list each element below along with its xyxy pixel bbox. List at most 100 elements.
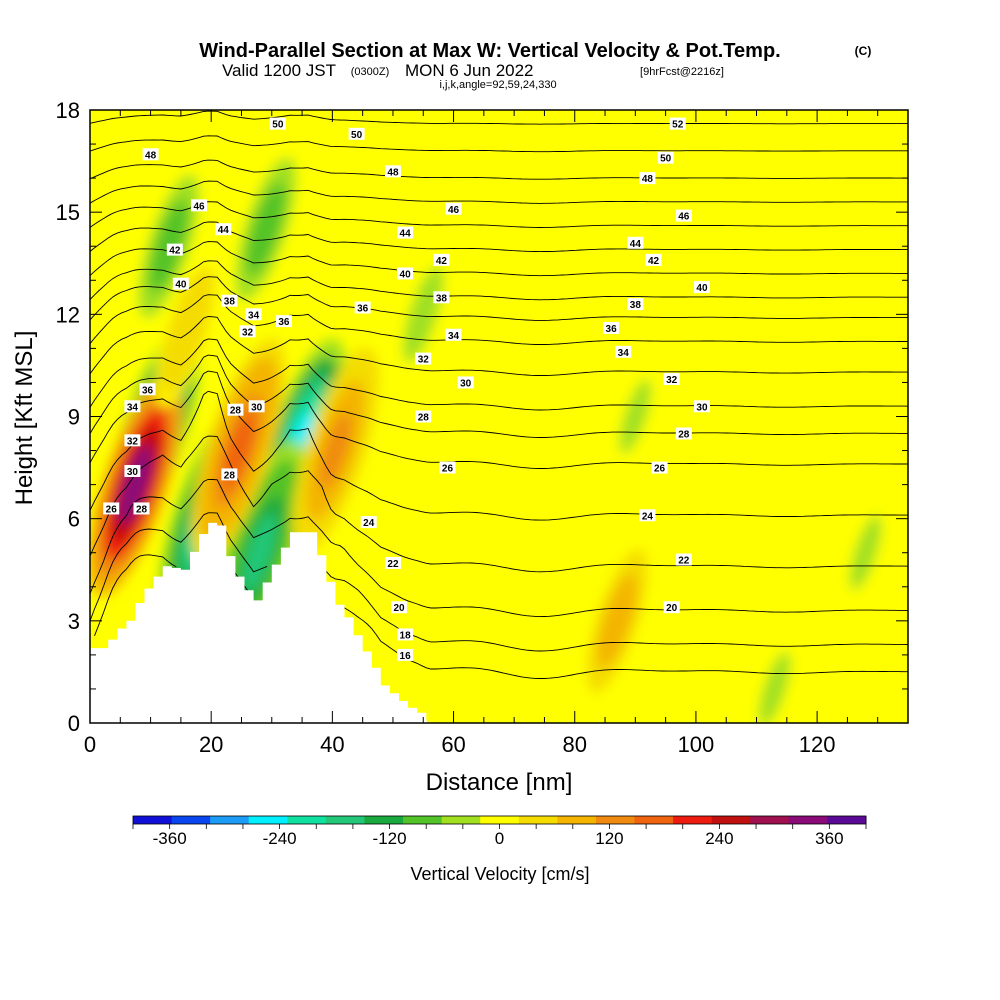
contour-label-bg [275, 315, 292, 328]
theta-contour-34 [90, 294, 908, 345]
contour-label: 42 [648, 256, 660, 267]
colorbar [132, 815, 867, 829]
velocity-cell [173, 299, 201, 364]
contour-label: 52 [672, 120, 684, 131]
contour-label-bg [675, 209, 692, 222]
contour-label: 36 [142, 385, 154, 396]
contour-label: 26 [106, 504, 118, 515]
colorbar-swatch [750, 816, 790, 824]
terrain-mask [90, 522, 429, 723]
colorbar-tick-label: 120 [595, 829, 623, 848]
theta-contour-52 [90, 110, 908, 125]
contour-label-bg [675, 553, 692, 566]
contour-label: 42 [436, 256, 448, 267]
contour-label: 24 [363, 518, 375, 529]
contour-label: 38 [630, 300, 642, 311]
colorbar-swatch [441, 816, 481, 824]
contour-label: 32 [666, 375, 678, 386]
contour-label-bg [627, 298, 644, 311]
velocity-cell [243, 513, 277, 592]
colorbar-swatch [595, 816, 636, 824]
contour-label: 18 [400, 630, 412, 641]
x-tick-label: 40 [320, 732, 344, 757]
contour-label-bg [360, 516, 377, 529]
contour-label: 34 [127, 402, 139, 413]
contour-label-bg [227, 403, 244, 416]
contour-label: 44 [218, 225, 230, 236]
contour-label: 36 [357, 304, 369, 315]
contour-label: 30 [127, 467, 139, 478]
velocity-cell [410, 284, 436, 345]
contour-label: 46 [678, 212, 690, 223]
contour-label-bg [639, 172, 656, 185]
colorbar-swatch [403, 816, 443, 824]
contour-label-bg [603, 321, 620, 334]
x-tick-label: 0 [84, 732, 96, 757]
title-mark: (C) [855, 44, 872, 58]
contour-label-bg [397, 226, 414, 239]
contour-label-bg [457, 376, 474, 389]
contour-label: 30 [251, 402, 263, 413]
contour-label: 28 [418, 413, 430, 424]
colorbar-tick-label: -360 [153, 829, 187, 848]
contour-label: 34 [248, 310, 260, 321]
contour-label-bg [645, 253, 662, 266]
contour-label-bg [433, 291, 450, 304]
y-tick-label: 6 [68, 507, 80, 532]
theta-contour-18 [90, 512, 908, 652]
contour-label: 22 [387, 559, 399, 570]
x-tick-labels: 0 20 40 60 80 100 120 [84, 732, 836, 757]
y-tick-labels: 0 3 6 9 12 15 18 [56, 98, 80, 736]
contour-label: 20 [393, 603, 405, 614]
theta-contour-28 [90, 354, 908, 438]
colorbar-tick-label: 360 [815, 829, 843, 848]
theta-contour-24 [90, 390, 908, 521]
contour-label-bg [397, 267, 414, 280]
theta-contour-26 [90, 370, 908, 469]
chart-title: Wind-Parallel Section at Max W: Vertical… [199, 40, 780, 62]
contour-label-bg [248, 400, 265, 413]
contour-label-bg [639, 509, 656, 522]
contour-label-bg [415, 410, 432, 423]
colorbar-swatch [248, 816, 288, 824]
contour-label: 44 [400, 229, 412, 240]
theta-contour-44 [90, 201, 908, 228]
colorbar-label: Vertical Velocity [cm/s] [410, 864, 589, 884]
contour-label-bg [139, 383, 156, 396]
theta-contour-48 [90, 159, 908, 180]
contour-label: 26 [442, 464, 454, 475]
contour-label-bg [142, 148, 159, 161]
contour-label-bg [103, 502, 120, 515]
contour-label-bg [615, 345, 632, 358]
x-tick-label: 80 [562, 732, 586, 757]
y-axis-label: Height [Kft MSL] [11, 331, 38, 506]
contour-label-bg [245, 308, 262, 321]
contour-label-bg [221, 468, 238, 481]
colorbar-tick-labels: -360 -240 -120 0 120 240 360 [153, 829, 844, 848]
subtitle-forecast: [9hrFcst@2216z] [640, 66, 724, 78]
contour-label-bg [348, 127, 365, 140]
contour-label-bg [445, 328, 462, 341]
contour-label: 24 [642, 511, 654, 522]
contour-label: 28 [136, 504, 148, 515]
contour-label-bg [191, 199, 208, 212]
contour-label-bg [384, 556, 401, 569]
contour-label-bg [415, 352, 432, 365]
contour-label: 46 [448, 205, 460, 216]
theta-contour-22 [90, 435, 908, 573]
colorbar-swatch [634, 816, 674, 824]
contour-label: 28 [230, 406, 242, 417]
contour-label-bg [124, 464, 141, 477]
contour-label: 30 [696, 402, 708, 413]
colorbar-tick-label: -240 [263, 829, 297, 848]
subtitle-utc: (0300Z) [351, 66, 390, 78]
contour-label: 32 [242, 327, 254, 338]
contour-label-bg [133, 502, 150, 515]
theta-contour-36 [90, 276, 908, 321]
contour-label-bg [675, 427, 692, 440]
contour-label: 26 [654, 464, 666, 475]
contour-label: 30 [460, 378, 472, 389]
contour-label-bg [693, 400, 710, 413]
contour-label: 36 [278, 317, 290, 328]
